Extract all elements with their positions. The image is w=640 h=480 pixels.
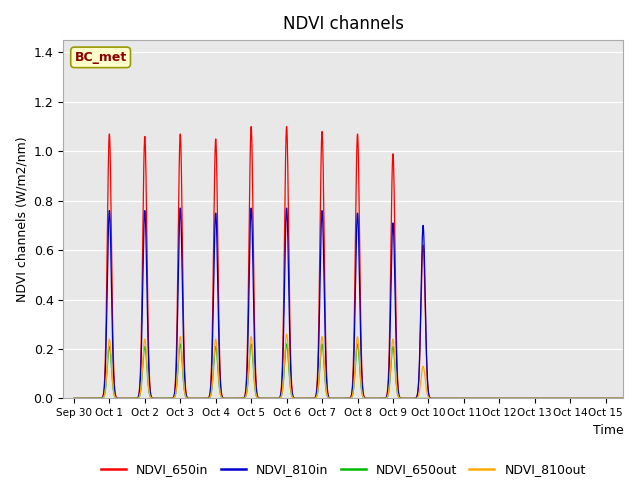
Y-axis label: NDVI channels (W/m2/nm): NDVI channels (W/m2/nm) <box>15 136 28 302</box>
Title: NDVI channels: NDVI channels <box>283 15 404 33</box>
X-axis label: Time: Time <box>593 424 623 437</box>
Text: BC_met: BC_met <box>74 51 127 64</box>
Legend: NDVI_650in, NDVI_810in, NDVI_650out, NDVI_810out: NDVI_650in, NDVI_810in, NDVI_650out, NDV… <box>96 458 591 480</box>
